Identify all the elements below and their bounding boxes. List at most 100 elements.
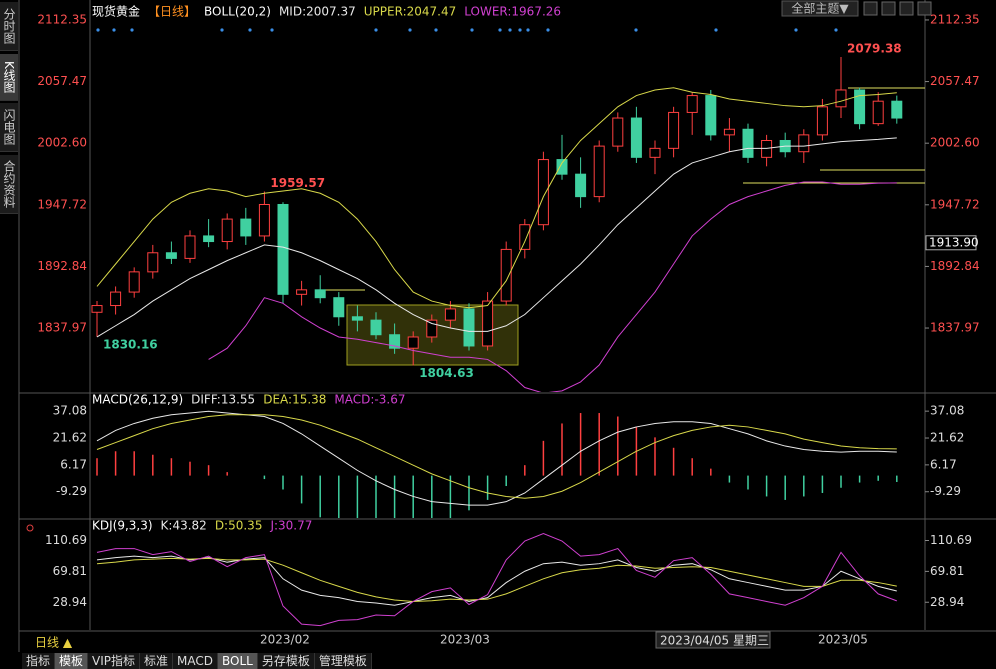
y-tick-label: 2057.47 [930, 74, 980, 88]
candle-body [891, 100, 903, 119]
candle-body [203, 235, 215, 243]
y-tick-label: 2112.35 [930, 12, 980, 26]
candle-body [351, 316, 363, 321]
event-dots [96, 28, 838, 32]
indicator-line [96, 555, 897, 606]
tab-kline[interactable]: K线图 [0, 54, 18, 101]
candle-body [407, 336, 419, 349]
y-tick-label: 21.62 [930, 431, 964, 445]
y-tick-label-left: 2002.60 [37, 136, 87, 150]
indicator-line [96, 137, 897, 338]
cursor-date-box [655, 631, 771, 649]
header-text: 【日线】 [148, 5, 196, 19]
theme-button-label[interactable]: 全部主题▼ [791, 1, 849, 16]
candle-body [500, 248, 512, 302]
candle-body [612, 117, 624, 147]
header-text: MID:2007.37 [279, 5, 356, 19]
header-text: DEA:15.38 [263, 393, 326, 407]
toolbar-button[interactable]: BOLL [218, 653, 258, 669]
chart: 全部主题▼ 日线 ▲ 2023/02 2023/03 2023/05 2023/… [18, 0, 996, 652]
y-tick-label: 69.81 [930, 564, 964, 578]
candle-body [854, 89, 866, 125]
y-tick-label-left: 37.08 [53, 404, 87, 418]
candle-body [463, 308, 475, 347]
candle-body [184, 235, 196, 259]
y-tick-label-left: 1892.84 [37, 259, 87, 273]
cursor-price-box [925, 235, 977, 251]
cursor-price: 1913.90 [929, 235, 979, 249]
indicator-line [208, 181, 897, 392]
toolbar-button[interactable]: 另存模板 [257, 653, 315, 669]
header-text: 现货黄金 [92, 4, 140, 19]
toolbar-button[interactable]: MACD [173, 653, 219, 669]
header-text: MACD(26,12,9) [92, 393, 183, 407]
period-button[interactable]: 日线 ▲ [35, 636, 73, 650]
y-tick-label: -9.29 [930, 484, 961, 498]
tab-contract[interactable]: 合约资料 [0, 155, 18, 214]
date-label: 2023/03 [440, 633, 490, 647]
header-text: BOLL(20,2) [204, 5, 271, 19]
candle-body [240, 218, 252, 237]
toolbar-button[interactable]: 指标 [22, 653, 56, 669]
candle-body [761, 139, 773, 158]
candle-body [872, 100, 884, 125]
candle-body [128, 271, 140, 293]
candle-body [798, 134, 810, 153]
candle-body [110, 291, 122, 307]
frame [18, 0, 996, 652]
price-annotation: 1804.63 [419, 366, 474, 380]
header-text: MACD:-3.67 [334, 393, 405, 407]
toolbar-button[interactable]: 标准 [140, 653, 174, 669]
candle-body [314, 289, 326, 299]
toolbar-button[interactable]: 模板 [55, 653, 89, 669]
indicator-line [96, 532, 897, 627]
y-tick-label-left: 21.62 [53, 431, 87, 445]
candle-body [556, 159, 568, 175]
y-tick-label: 2002.60 [930, 136, 980, 150]
y-tick-label: 37.08 [930, 404, 964, 418]
y-tick-label: 1837.97 [930, 321, 980, 335]
candle-body [537, 159, 549, 226]
candle-body [221, 218, 233, 243]
y-tick-label: 1892.84 [930, 259, 980, 273]
candle-body [444, 308, 456, 321]
candle-body [165, 252, 177, 259]
indicator-line [96, 410, 897, 506]
candle-body [835, 89, 847, 108]
plot [96, 410, 898, 518]
header-text: KDJ(9,3,3) [92, 519, 153, 533]
y-tick-label-left: 69.81 [53, 564, 87, 578]
window-icons[interactable] [863, 1, 932, 16]
toolbar-button[interactable]: VIP指标 [88, 653, 141, 669]
candle-body [370, 319, 382, 336]
y-tick-label-left: 6.17 [60, 457, 87, 471]
candle-body [519, 224, 531, 250]
indicator-line [96, 87, 897, 309]
header-text: LOWER:1967.26 [464, 5, 561, 19]
header-text: J:30.77 [269, 519, 312, 533]
price-annotation: 1959.57 [270, 176, 325, 190]
y-tick-label-left: 2057.47 [37, 74, 87, 88]
candle-body [258, 203, 270, 237]
y-tick-label-left: 110.69 [45, 533, 87, 547]
y-tick-label: 6.17 [930, 457, 957, 471]
y-tick-label-left: 1837.97 [37, 321, 87, 335]
header-text: D:50.35 [215, 519, 263, 533]
candle-body [482, 300, 494, 347]
cursor-date: 2023/04/05 星期三 [660, 634, 769, 648]
candle-body [649, 147, 661, 158]
header-text: UPPER:2047.47 [364, 5, 456, 19]
date-label: 2023/05 [818, 633, 868, 647]
candle-body [686, 95, 698, 113]
indicator-line [96, 414, 897, 499]
theme-button[interactable] [781, 0, 859, 17]
tab-timeshare[interactable]: 分时图 [0, 2, 18, 51]
plot [96, 532, 897, 627]
toolbar-button[interactable]: 管理模板 [314, 653, 372, 669]
candle-body [333, 297, 345, 318]
candle-body [816, 106, 828, 136]
settings-icon[interactable] [26, 524, 34, 532]
tab-flash[interactable]: 闪电图 [0, 103, 18, 152]
date-label: 2023/02 [260, 633, 310, 647]
candle-body [91, 305, 103, 313]
